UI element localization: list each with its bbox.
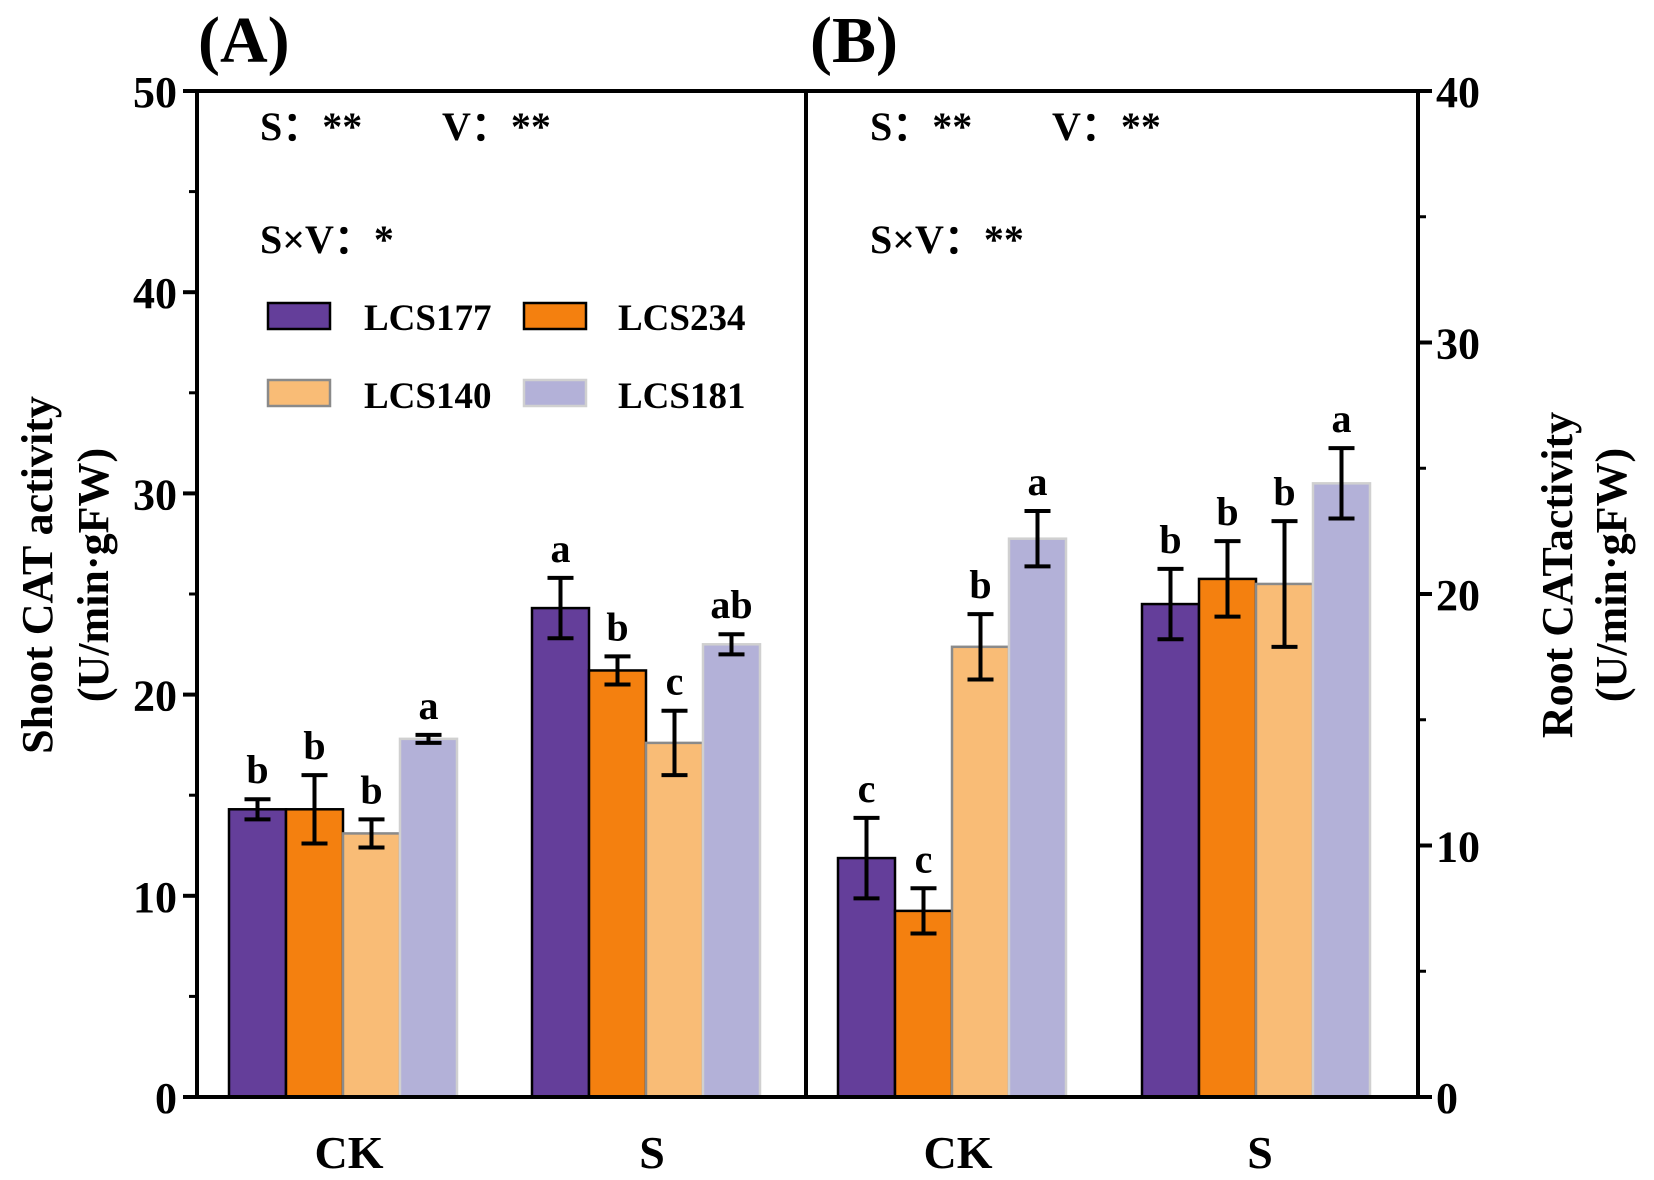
y-tick-label-b: 40: [1436, 68, 1480, 117]
bar-b-s-lcs140: [1254, 582, 1315, 1099]
bar-b-ck-lcs181: [1007, 537, 1068, 1099]
legend-label-lcs177: LCS177: [364, 298, 491, 339]
y-tick-label-a: 10: [133, 873, 177, 922]
legend-swatch-lcs234: [522, 301, 588, 331]
y-tick-label-b: 20: [1436, 571, 1480, 620]
significance-letter-b: b: [1216, 489, 1238, 534]
legend-swatch-lcs177: [266, 301, 332, 331]
bar-b-s-lcs177: [1140, 602, 1201, 1099]
chart-marks: 01020304050bbbaCKabcabS010203040ccbaCKbb…: [133, 68, 1480, 1178]
panel-b-label: (B): [810, 4, 898, 77]
stat-a-s: S：**: [260, 104, 362, 149]
stat-a-sv: S×V：*: [260, 217, 394, 262]
significance-letter-b: a: [1332, 396, 1352, 441]
significance-letter-a: c: [666, 659, 684, 704]
bar-a-ck-lcs140: [341, 832, 402, 1099]
y-axis-title-left: Shoot CAT activity (U/min·gFW): [13, 396, 118, 754]
y-tick-label-a: 20: [133, 672, 177, 721]
y-tick-label-b: 10: [1436, 823, 1480, 872]
legend: LCS177 LCS234 LCS140 LCS181: [266, 298, 745, 417]
significance-letter-b: b: [1273, 469, 1295, 514]
stat-b-s: S：**: [870, 104, 972, 149]
x-category-label-b: S: [1247, 1127, 1273, 1178]
legend-swatch-lcs140: [266, 378, 332, 408]
significance-letter-b: a: [1028, 459, 1048, 504]
y-axis-title-left-line1: Shoot CAT activity: [13, 396, 62, 754]
bar-b-ck-lcs234: [893, 909, 954, 1099]
bar-a-s-lcs181: [701, 643, 762, 1099]
chart-frame: [195, 89, 1420, 1099]
significance-letter-a: b: [246, 747, 268, 792]
legend-swatch-lcs181: [522, 378, 588, 408]
bar-a-ck-lcs234: [284, 808, 345, 1099]
significance-letter-a: a: [551, 526, 571, 571]
y-tick-label-a: 30: [133, 470, 177, 519]
y-tick-label-a: 40: [133, 269, 177, 318]
significance-letter-a: b: [360, 767, 382, 812]
y-axis-title-right-line2: (U/min·gFW): [1587, 448, 1636, 702]
y-axis-title-right: Root CATactivity (U/min·gFW): [1533, 412, 1636, 738]
significance-letter-b: b: [969, 562, 991, 607]
significance-letter-b: c: [915, 836, 933, 881]
y-tick-label-b: 0: [1436, 1074, 1458, 1123]
significance-letter-a: b: [606, 604, 628, 649]
bar-b-ck-lcs140: [950, 645, 1011, 1099]
significance-letter-a: ab: [710, 582, 752, 627]
significance-letter-b: c: [858, 766, 876, 811]
y-tick-label-a: 0: [155, 1074, 177, 1123]
x-category-label-a: S: [639, 1127, 665, 1178]
stat-b-v: V：**: [1052, 104, 1161, 149]
bar-a-s-lcs177: [530, 606, 591, 1099]
legend-label-lcs140: LCS140: [364, 376, 491, 417]
stat-b-sv: S×V：**: [870, 217, 1024, 262]
significance-letter-b: b: [1159, 517, 1181, 562]
bar-b-s-lcs234: [1197, 577, 1258, 1099]
significance-letter-a: b: [303, 723, 325, 768]
y-tick-label-a: 50: [133, 68, 177, 117]
panel-a-label: (A): [198, 4, 290, 77]
bar-a-s-lcs234: [587, 669, 648, 1099]
y-axis-title-left-line2: (U/min·gFW): [69, 448, 118, 702]
bar-a-ck-lcs177: [227, 808, 288, 1099]
bar-a-ck-lcs181: [398, 737, 459, 1099]
significance-letter-a: a: [419, 683, 439, 728]
stat-a-v: V：**: [442, 104, 551, 149]
bar-b-s-lcs181: [1311, 482, 1372, 1099]
bar-a-s-lcs140: [644, 741, 705, 1099]
legend-label-lcs234: LCS234: [618, 298, 745, 339]
x-category-label-b: CK: [924, 1127, 993, 1178]
x-category-label-a: CK: [315, 1127, 384, 1178]
y-tick-label-b: 30: [1436, 320, 1480, 369]
legend-label-lcs181: LCS181: [618, 376, 745, 417]
y-axis-title-right-line1: Root CATactivity: [1533, 412, 1582, 738]
